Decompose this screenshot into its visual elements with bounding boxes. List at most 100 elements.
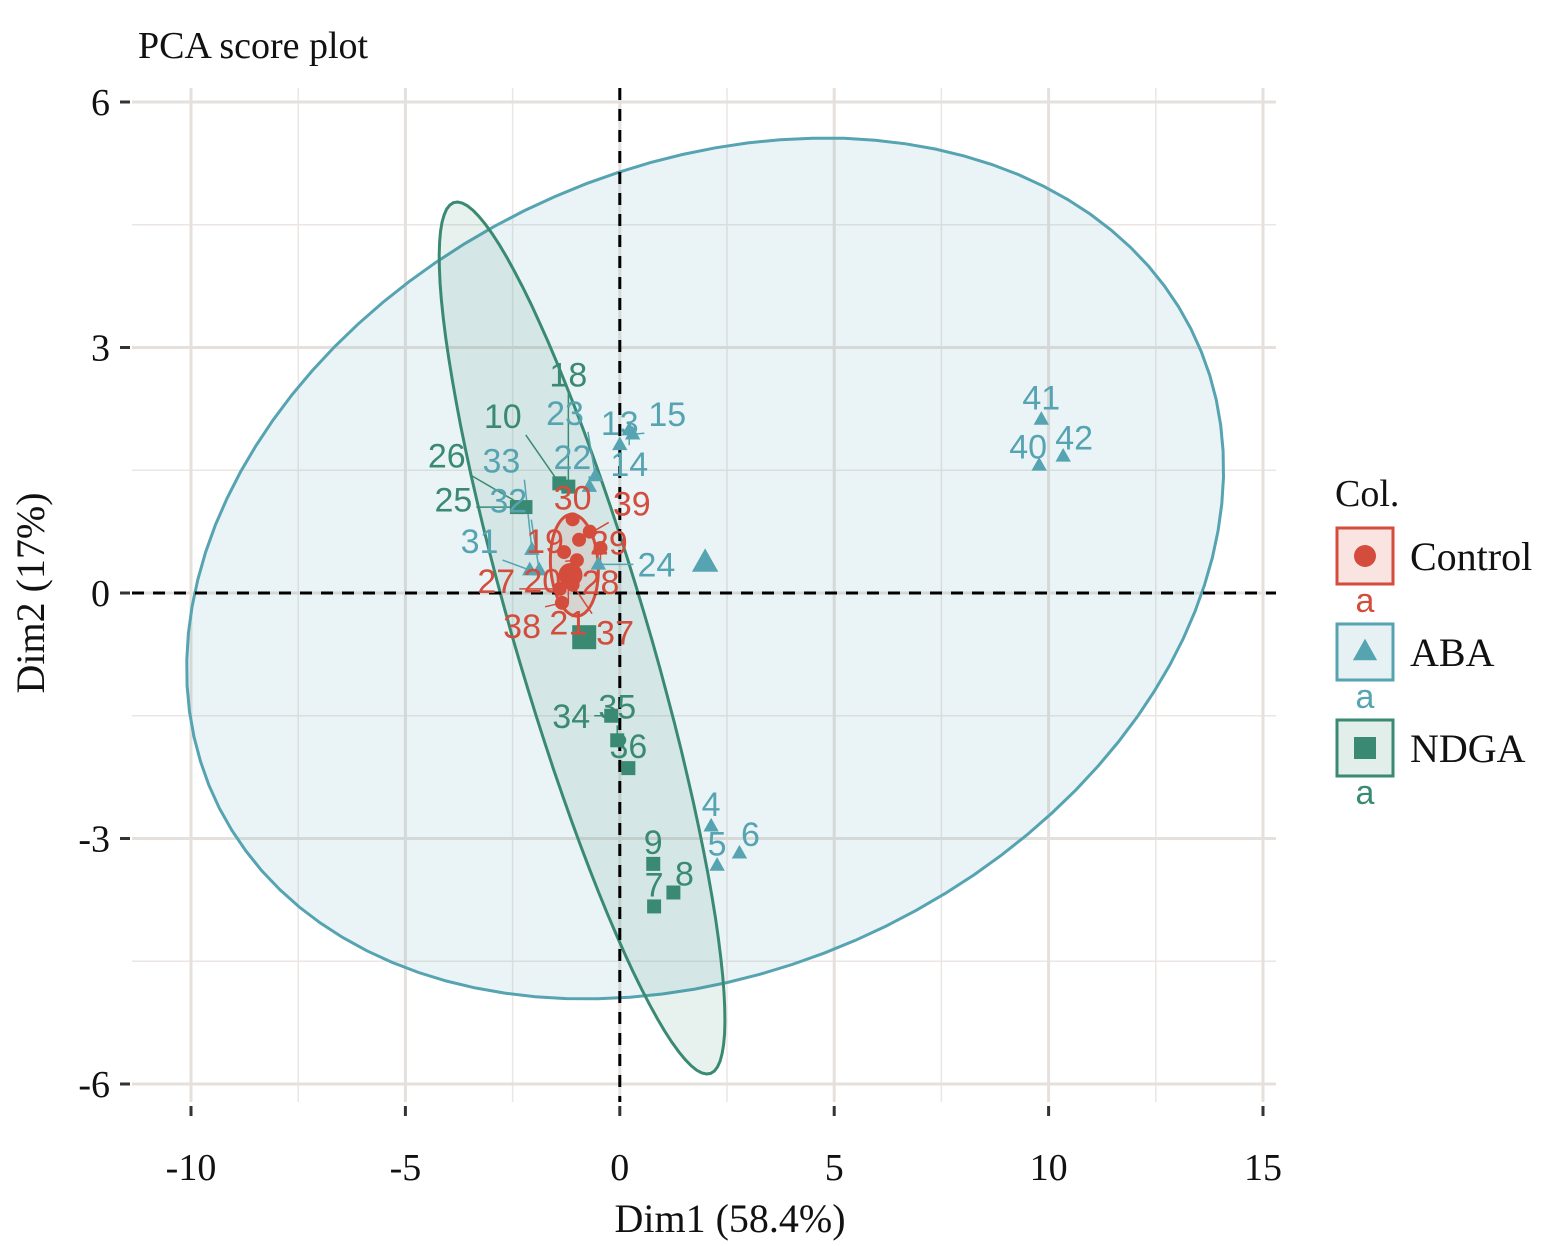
y-axis-label: Dim2 (17%) [8, 492, 53, 693]
point-label: 8 [675, 855, 694, 893]
point-label: 24 [637, 546, 675, 584]
label-leader-line [502, 559, 531, 571]
point-label: 30 [554, 479, 592, 517]
x-tick-label: -5 [390, 1147, 422, 1189]
y-tick-label: -3 [78, 819, 110, 861]
point-label: 13 [601, 405, 639, 443]
label-leader-line [523, 479, 533, 550]
point-label: 36 [609, 728, 647, 766]
legend-key-text: a [1356, 678, 1375, 716]
point-label: 9 [644, 824, 663, 862]
legend-triangle-icon [1352, 638, 1378, 661]
data-point-aba [1031, 456, 1047, 471]
data-point-aba [587, 467, 604, 482]
x-tick-label: 0 [610, 1147, 629, 1189]
point-label: 29 [590, 525, 628, 563]
data-point-aba [612, 436, 628, 451]
legend-label: Control [1410, 534, 1532, 579]
x-tick-label: 15 [1244, 1147, 1282, 1189]
legend-key-text: a [1356, 774, 1375, 812]
point-label: 39 [613, 485, 651, 523]
point-label: 22 [553, 439, 591, 477]
data-point-aba [709, 857, 725, 871]
point-label: 40 [1009, 428, 1047, 466]
group-centroid-ndga [572, 625, 597, 650]
point-label: 21 [549, 605, 587, 643]
point-label: 10 [484, 398, 522, 436]
point-label: 38 [503, 608, 541, 646]
point-label: 41 [1022, 380, 1060, 418]
data-point-ndga [621, 761, 636, 776]
data-point-ndga [518, 500, 533, 515]
legend-square-icon [1354, 737, 1376, 759]
legend-circle-icon [1354, 545, 1376, 567]
point-label: 14 [610, 446, 648, 484]
group-centroid-aba [691, 548, 719, 572]
point-label: 27 [477, 563, 515, 601]
point-label: 4 [702, 786, 721, 824]
data-point-control [552, 581, 567, 596]
legend-title: Col. [1335, 473, 1399, 515]
point-label: 7 [645, 866, 664, 904]
data-point-aba [581, 478, 598, 492]
data-point-aba [731, 844, 748, 859]
point-label: 42 [1055, 419, 1093, 457]
point-label: 18 [549, 357, 587, 395]
group-centroid-control [558, 562, 583, 587]
point-label: 5 [708, 826, 727, 864]
point-label: 6 [741, 816, 760, 854]
point-label: 20 [523, 562, 561, 600]
data-point-control [582, 524, 597, 539]
y-tick-label: -6 [78, 1064, 110, 1106]
x-axis-label: Dim1 (58.4%) [614, 1196, 845, 1241]
point-label: 19 [526, 523, 564, 561]
y-tick-label: 6 [91, 82, 110, 124]
legend-key-text: a [1356, 582, 1375, 620]
data-point-aba [531, 561, 547, 576]
chart-title: PCA score plot [138, 25, 369, 67]
data-point-ndga [561, 479, 576, 494]
data-point-ndga [610, 733, 625, 748]
point-label: 32 [489, 483, 527, 521]
data-point-control [565, 512, 580, 527]
data-point-ndga [647, 899, 662, 914]
legend-label: ABA [1410, 630, 1495, 675]
point-label: 34 [552, 698, 590, 736]
data-point-aba [1033, 411, 1050, 425]
data-point-control [554, 595, 569, 610]
point-label: 28 [582, 564, 620, 602]
point-label: 31 [461, 523, 499, 561]
x-tick-label: 5 [825, 1147, 844, 1189]
label-leader-line [530, 519, 540, 571]
x-tick-label: -10 [166, 1147, 217, 1189]
x-tick-label: 10 [1030, 1147, 1068, 1189]
data-point-ndga [646, 856, 661, 871]
y-tick-label: 0 [91, 573, 110, 615]
y-tick-label: 3 [91, 328, 110, 370]
point-label: 26 [428, 438, 466, 476]
data-points [509, 411, 1071, 914]
label-leader-line [525, 434, 560, 484]
point-label: 15 [648, 396, 686, 434]
data-point-aba [524, 541, 540, 555]
data-point-aba [624, 425, 641, 440]
point-label: 37 [596, 615, 634, 653]
data-point-control [557, 545, 572, 560]
data-point-ndga [604, 708, 619, 723]
legend-item-control: a Control [1335, 526, 1532, 620]
point-label: 23 [546, 395, 584, 433]
point-label: 33 [482, 443, 520, 481]
label-leader-line [587, 431, 597, 477]
point-label: 25 [434, 481, 472, 519]
data-point-aba [1055, 447, 1071, 462]
data-point-aba [590, 555, 607, 570]
data-point-aba [703, 817, 719, 832]
legend-item-aba: a ABA [1335, 622, 1495, 716]
data-point-control [572, 532, 587, 547]
point-label: 35 [598, 688, 636, 726]
legend-item-ndga: a NDGA [1335, 718, 1526, 812]
data-point-ndga [666, 885, 681, 900]
